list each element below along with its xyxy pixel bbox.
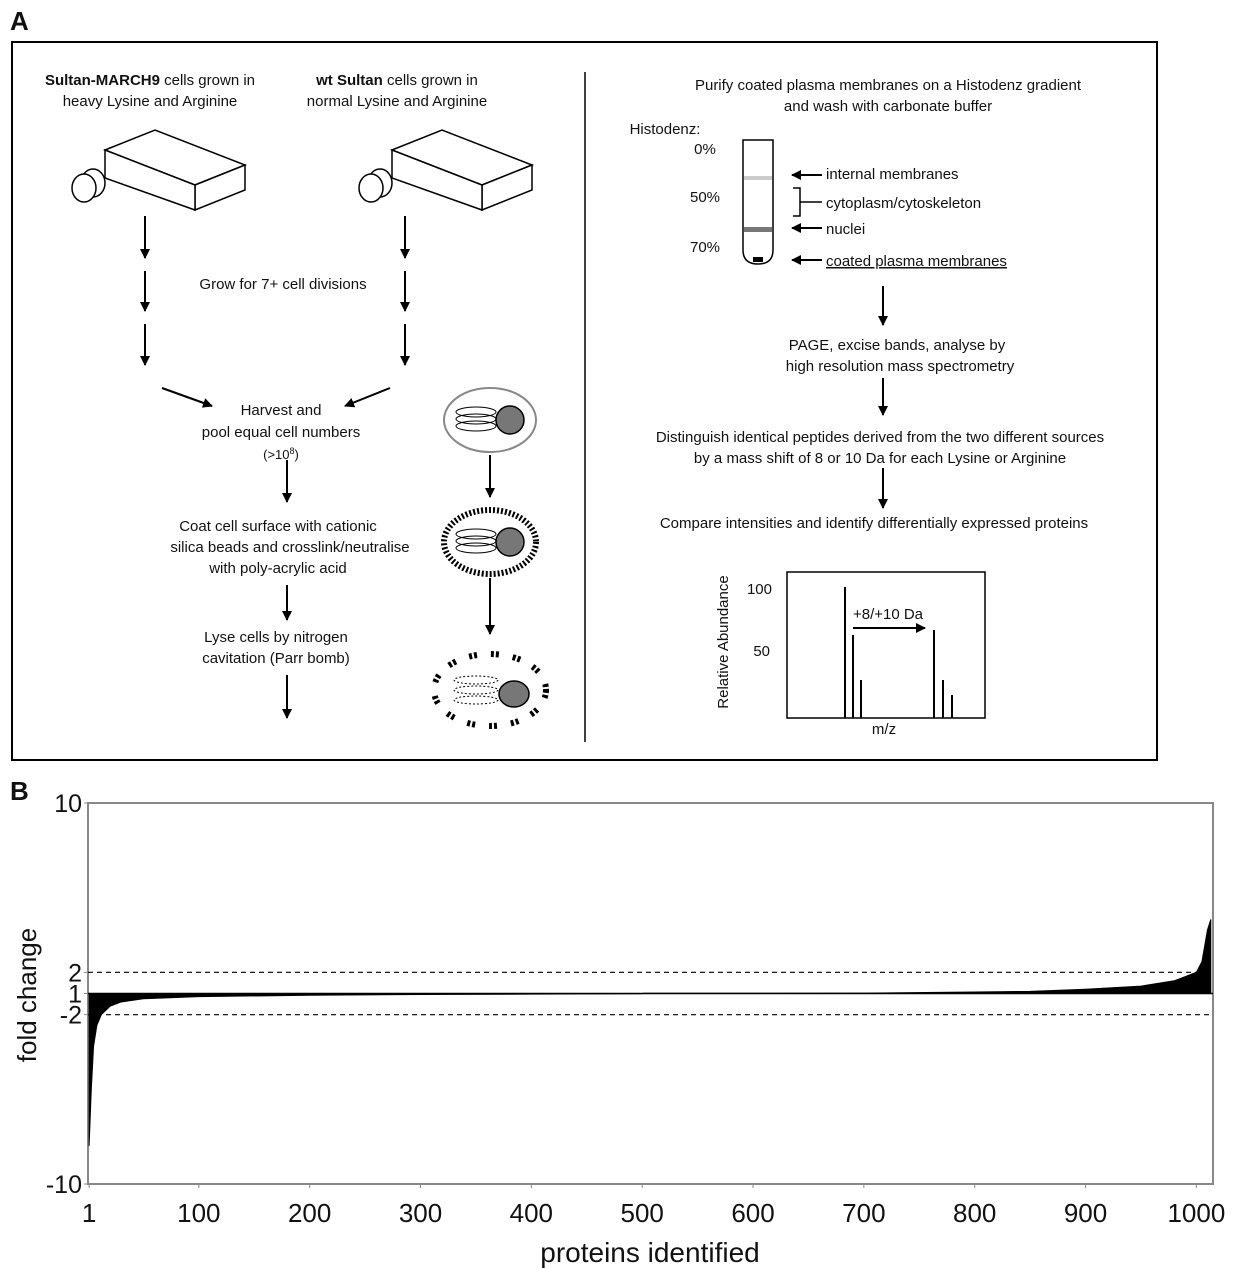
fraction-label: internal membranes xyxy=(826,166,959,183)
step-text: pool equal cell numbers xyxy=(202,424,360,441)
x-tick-label: 300 xyxy=(399,1198,442,1228)
step-text: cavitation (Parr bomb) xyxy=(202,650,350,667)
flask xyxy=(71,129,248,212)
x-tick-label: 900 xyxy=(1064,1198,1107,1228)
arrows xyxy=(140,170,926,719)
gradient-title: Histodenz: xyxy=(630,121,701,138)
tube xyxy=(742,139,822,265)
step-text: Distinguish identical peptides derived f… xyxy=(656,429,1104,446)
y-tick-label: 1 xyxy=(68,981,82,1009)
fraction-label: cytoplasm/cytoskeleton xyxy=(826,195,981,212)
gradient-level: 0% xyxy=(694,141,716,158)
source-text: wt Sultan cells grown in xyxy=(315,72,478,89)
step-text: Compare intensities and identify differe… xyxy=(660,515,1088,532)
step-text: with poly-acrylic acid xyxy=(208,560,347,577)
x-tick-label: 200 xyxy=(288,1198,331,1228)
x-tick-label: 1000 xyxy=(1167,1198,1225,1228)
gradient-level: 70% xyxy=(690,239,720,256)
step-text: high resolution mass spectrometry xyxy=(786,358,1015,375)
cell xyxy=(443,387,537,453)
y-tick-label: -10 xyxy=(46,1171,82,1199)
fraction-label: nuclei xyxy=(826,221,865,238)
x-tick-label: 800 xyxy=(953,1198,996,1228)
x-tick-label: 600 xyxy=(731,1198,774,1228)
step-text: Lyse cells by nitrogen xyxy=(204,629,348,646)
step-text: and wash with carbonate buffer xyxy=(784,98,992,115)
spectrum-tick: 50 xyxy=(753,643,770,660)
step-text: Harvest and xyxy=(241,402,322,419)
y-tick-label: 10 xyxy=(54,790,82,818)
flask xyxy=(358,129,535,212)
fold-change-area xyxy=(88,919,1212,1146)
panel-label: B xyxy=(10,776,29,806)
step-text: Coat cell surface with cationic xyxy=(179,518,377,535)
step-text: Purify coated plasma membranes on a Hist… xyxy=(695,77,1082,94)
spectrum-tick: 100 xyxy=(747,581,772,598)
coated-cell xyxy=(441,507,539,577)
panel-frame xyxy=(11,41,1158,761)
x-tick-label: 400 xyxy=(510,1198,553,1228)
x-tick-label: 100 xyxy=(177,1198,220,1228)
step-text: Grow for 7+ cell divisions xyxy=(199,276,366,293)
fraction-label: coated plasma membranes xyxy=(826,253,1007,270)
panel-b: B proteins identified fold change 1021-2… xyxy=(10,776,1225,1268)
spectrum-xlabel: m/z xyxy=(872,721,896,738)
step-text: silica beads and crosslink/neutralise xyxy=(170,539,409,556)
x-axis-title: proteins identified xyxy=(540,1237,759,1268)
y-axis-title: fold change xyxy=(12,928,42,1062)
source-text: Sultan-MARCH9 cells grown in xyxy=(45,72,255,89)
source-text: heavy Lysine and Arginine xyxy=(63,93,238,110)
x-tick-label: 500 xyxy=(620,1198,663,1228)
panel-label: A xyxy=(10,6,29,36)
x-tick-label: 1 xyxy=(82,1198,96,1228)
x-tick-label: 700 xyxy=(842,1198,885,1228)
step-text: by a mass shift of 8 or 10 Da for each L… xyxy=(694,450,1066,467)
lysed-cell xyxy=(431,651,549,729)
source-text: normal Lysine and Arginine xyxy=(307,93,487,110)
spectrum-ylabel: Relative Abundance xyxy=(715,575,732,708)
shift-label: +8/+10 Da xyxy=(853,606,924,623)
spectrum xyxy=(786,571,986,719)
gradient-level: 50% xyxy=(690,189,720,206)
y-tick-label: 2 xyxy=(68,959,82,987)
panel-a: A Sultan-MARCH9 cells grown in heavy Lys… xyxy=(10,6,1158,761)
y-tick-label: -2 xyxy=(60,1002,82,1030)
step-text: (>108) xyxy=(263,446,299,462)
step-text: PAGE, excise bands, analyse by xyxy=(789,337,1006,354)
